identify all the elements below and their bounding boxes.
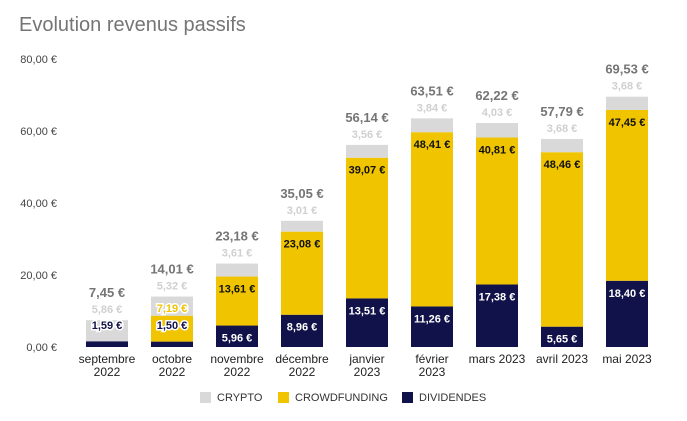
legend-label-crypto: CRYPTO <box>217 392 263 404</box>
x-tick-label: septembre <box>79 352 136 366</box>
data-label-crowdfunding: 48,46 € <box>544 159 581 171</box>
x-tick-label: octobre <box>152 352 192 366</box>
x-tick-label: mai 2023 <box>602 352 652 366</box>
bar-segment-crypto <box>606 96 648 110</box>
x-tick-label: janvier <box>348 352 384 366</box>
data-label-crypto: 3,68 € <box>612 81 643 93</box>
bar-segment-crypto <box>411 118 453 133</box>
bar-segment-crypto <box>541 138 583 153</box>
bar-segment-crypto <box>216 263 258 277</box>
data-label-crowdfunding: 23,08 € <box>284 239 321 251</box>
bar-segment-dividendes <box>411 306 453 347</box>
y-tick-label: 0,00 € <box>26 342 57 354</box>
data-label-crypto: 3,68 € <box>547 123 578 135</box>
data-label-crowdfunding: 13,61 € <box>219 284 256 296</box>
bar-segment-crypto <box>476 123 518 138</box>
data-label-crowdfunding: 7,19 € <box>157 303 188 315</box>
data-label-dividendes: 8,96 € <box>287 322 318 334</box>
x-tick-label: 2023 <box>354 365 381 379</box>
data-label-crypto: 3,01 € <box>287 205 318 217</box>
bar-segment-crowdfunding <box>606 109 648 281</box>
x-tick-label: avril 2023 <box>536 352 588 366</box>
x-tick-label: 2022 <box>159 365 186 379</box>
total-label: 57,79 € <box>540 104 583 119</box>
bar-segment-crowdfunding <box>346 157 388 299</box>
data-label-dividendes: 5,96 € <box>222 333 253 345</box>
data-label-crowdfunding: 40,81 € <box>479 145 516 157</box>
x-tick-label: 2022 <box>289 365 316 379</box>
bar-segment-crypto <box>151 296 193 316</box>
bar-segment-dividendes <box>346 298 388 347</box>
bar-segment-dividendes <box>151 341 193 347</box>
y-tick-label: 80,00 € <box>20 54 57 66</box>
total-label: 69,53 € <box>605 62 648 77</box>
data-label-crowdfunding: 47,45 € <box>609 117 646 129</box>
bar-segment-crowdfunding <box>476 137 518 285</box>
bar-segment-dividendes <box>476 284 518 347</box>
data-label-crowdfunding: 48,41 € <box>414 139 451 151</box>
legend-label-dividendes: DIVIDENDES <box>419 392 486 404</box>
x-tick-label: 2022 <box>224 365 251 379</box>
bar-segment-dividendes <box>86 341 128 347</box>
bar-segment-crypto <box>346 144 388 158</box>
x-tick-label: 2023 <box>419 365 446 379</box>
total-label: 7,45 € <box>89 285 125 300</box>
x-tick-label: 2022 <box>94 365 121 379</box>
total-label: 23,18 € <box>215 229 258 244</box>
data-label-dividendes: 1,50 € <box>157 320 188 332</box>
data-label-crypto: 3,84 € <box>417 102 448 114</box>
x-tick-label: décembre <box>275 352 329 366</box>
total-label: 63,51 € <box>410 83 453 98</box>
legend-label-crowdfunding: CROWDFUNDING <box>295 392 388 404</box>
bar-segment-crowdfunding <box>281 231 323 315</box>
bar-segment-crowdfunding <box>541 152 583 327</box>
data-label-crypto: 5,86 € <box>92 304 123 316</box>
bar-segment-crypto <box>281 220 323 232</box>
data-label-dividendes: 17,38 € <box>479 291 516 303</box>
data-label-crowdfunding: 39,07 € <box>349 165 386 177</box>
total-label: 14,01 € <box>150 262 193 277</box>
total-label: 56,14 € <box>345 110 388 125</box>
data-label-dividendes: 13,51 € <box>349 305 386 317</box>
chart-title: Evolution revenus passifs <box>19 14 246 36</box>
data-label-crypto: 3,61 € <box>222 248 253 260</box>
bar-segment-crowdfunding <box>216 276 258 326</box>
y-tick-label: 20,00 € <box>20 270 57 282</box>
y-tick-label: 60,00 € <box>20 126 57 138</box>
data-label-dividendes: 11,26 € <box>414 313 450 325</box>
y-tick-label: 40,00 € <box>20 198 57 210</box>
x-tick-label: novembre <box>210 352 264 366</box>
data-label-crypto: 4,03 € <box>482 107 513 119</box>
data-label-crypto: 5,32 € <box>157 281 188 293</box>
data-label-dividendes: 18,40 € <box>609 288 646 300</box>
bar-segment-dividendes <box>541 326 583 347</box>
legend-swatch-crowdfunding <box>278 392 289 403</box>
bar-segment-crowdfunding <box>411 132 453 307</box>
bar-segment-dividendes <box>216 325 258 347</box>
total-label: 35,05 € <box>280 186 323 201</box>
data-label-dividendes: 5,65 € <box>547 334 578 346</box>
bar-segment-dividendes <box>606 280 648 347</box>
bar-segment-crowdfunding <box>151 315 193 342</box>
bar-segment-crypto <box>86 320 128 342</box>
legend-swatch-crypto <box>200 392 211 403</box>
x-tick-label: février <box>415 352 448 366</box>
total-label: 62,22 € <box>475 88 518 103</box>
legend-swatch-dividendes <box>402 392 413 403</box>
bar-segment-dividendes <box>281 314 323 347</box>
data-label-dividendes: 1,59 € <box>92 320 123 332</box>
data-label-crypto: 3,56 € <box>352 129 383 141</box>
x-tick-label: mars 2023 <box>469 352 526 366</box>
